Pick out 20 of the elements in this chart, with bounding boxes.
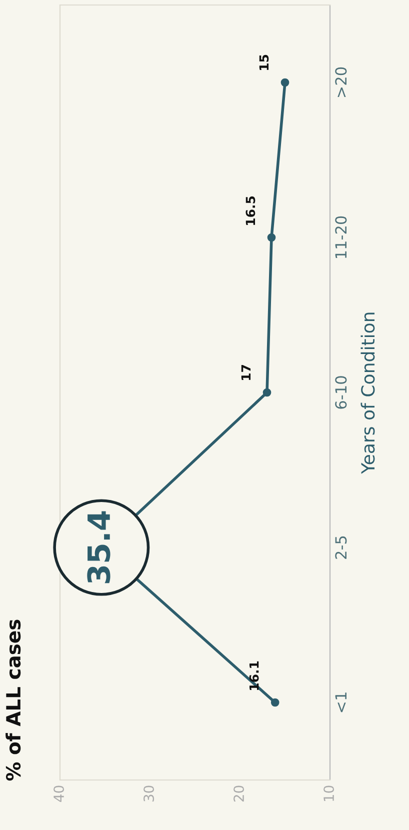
point	[262, 388, 272, 397]
y-axis-title: Years of Condition	[360, 312, 375, 474]
data-label: 35.4	[87, 511, 110, 584]
y-tick-label: 6-10	[335, 376, 347, 409]
x-tick-label: 40	[54, 786, 64, 802]
x-tick-label: 20	[234, 786, 244, 802]
x-tick-label: 10	[324, 786, 334, 802]
y-tick-label: >20	[335, 67, 347, 98]
y-tick-label: 11-20	[335, 216, 347, 258]
text: % of ALL cases	[6, 620, 21, 781]
y-tick-label: 2-5	[335, 536, 347, 559]
data-label: 15	[259, 54, 269, 70]
point	[270, 698, 280, 707]
point	[280, 78, 290, 87]
data-label: 17	[241, 364, 251, 380]
x-tick-label: 30	[144, 786, 154, 802]
y-tick-label: <1	[335, 692, 346, 712]
point	[267, 233, 276, 242]
data-label: 16.5	[246, 196, 256, 225]
data-label: 16.1	[249, 661, 259, 690]
